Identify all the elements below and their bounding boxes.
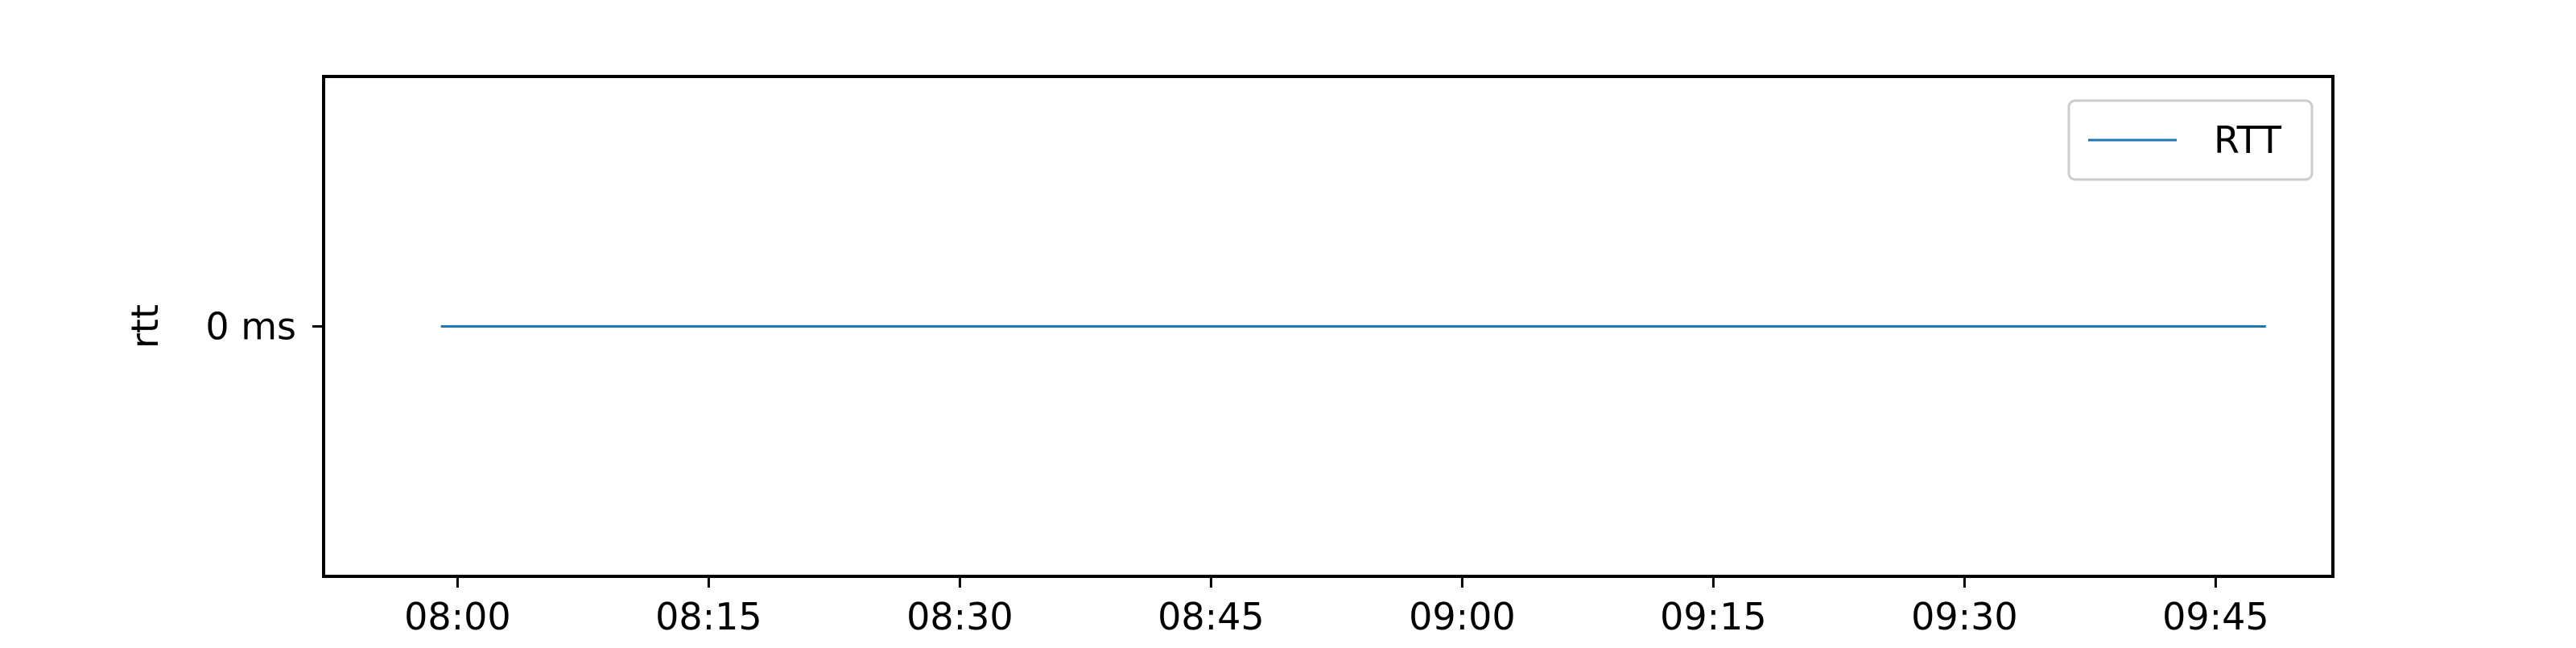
y-axis-label: rtt bbox=[123, 304, 167, 349]
x-axis: 08:00 08:15 08:30 08:45 09:00 09:15 09:30 09:45 bbox=[404, 576, 2269, 638]
x-tick-label: 09:15 bbox=[1660, 595, 1767, 638]
x-tick-label: 08:15 bbox=[655, 595, 762, 638]
x-tick-label: 09:00 bbox=[1409, 595, 1516, 638]
legend-box bbox=[2067, 99, 2314, 181]
x-tick-label: 08:00 bbox=[404, 595, 511, 638]
legend: RTT bbox=[2067, 99, 2314, 181]
x-tick-label: 08:30 bbox=[906, 595, 1013, 638]
y-tick-label: 0 ms bbox=[205, 305, 296, 349]
legend-label: RTT bbox=[2214, 118, 2282, 162]
x-tick-label: 08:45 bbox=[1158, 595, 1265, 638]
y-axis: 0 ms bbox=[205, 305, 324, 349]
x-tick-label: 09:30 bbox=[1911, 595, 2018, 638]
x-tick-label: 09:45 bbox=[2162, 595, 2269, 638]
plot-area bbox=[322, 75, 2334, 578]
